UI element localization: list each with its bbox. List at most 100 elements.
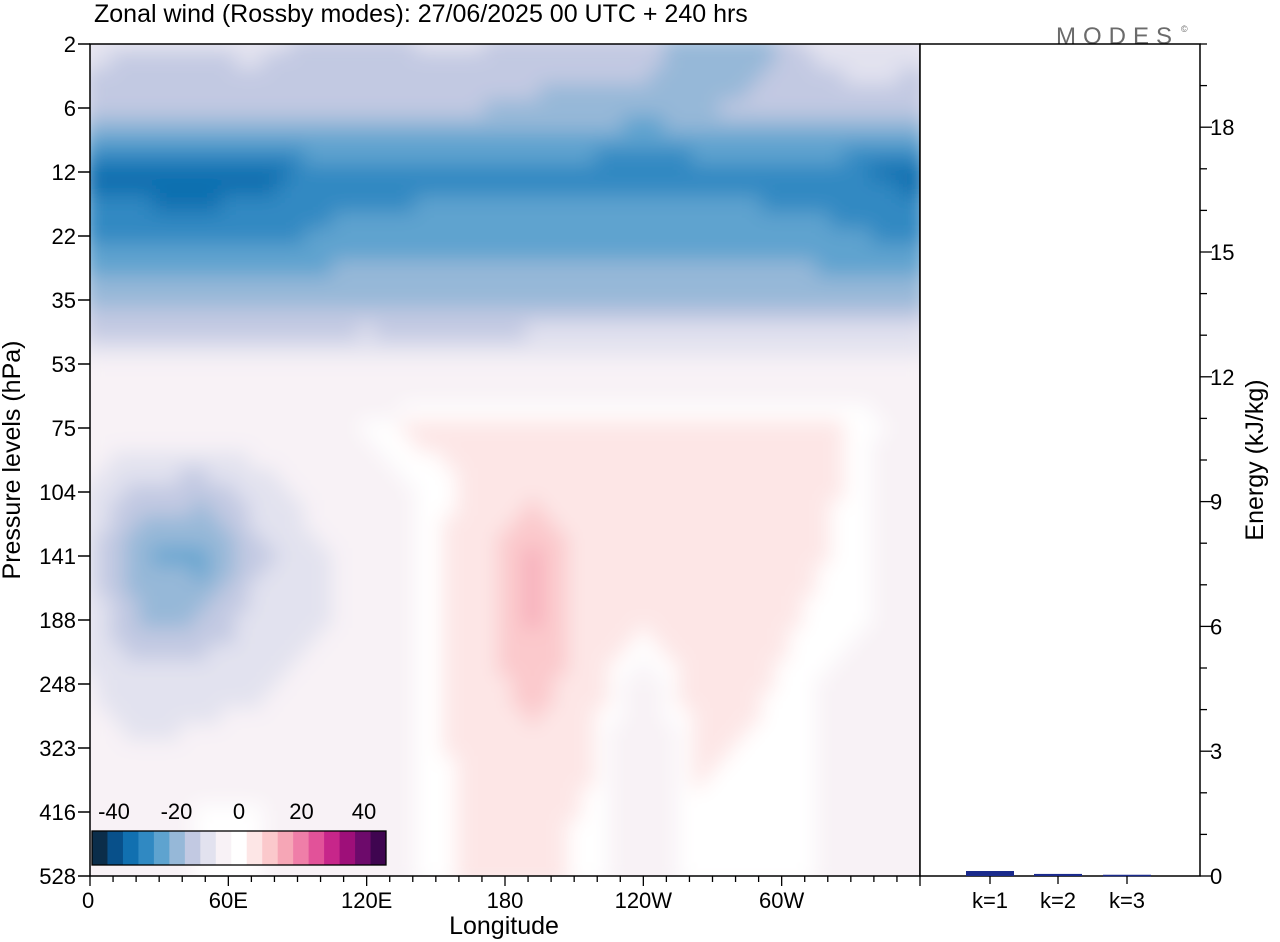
field-cell <box>843 420 859 437</box>
field-cell <box>235 740 251 757</box>
field-cell <box>359 100 375 117</box>
field-cell <box>608 516 624 533</box>
field-cell <box>622 836 638 853</box>
field-cell <box>179 324 195 341</box>
field-cell <box>816 100 832 117</box>
field-cell <box>498 452 513 469</box>
field-cell <box>857 740 873 757</box>
field-cell <box>442 244 458 261</box>
field-cell <box>442 148 458 165</box>
field-cell <box>719 580 735 597</box>
field-cell <box>567 276 583 293</box>
field-cell <box>788 740 804 757</box>
field-cell <box>539 276 555 293</box>
field-cell <box>90 484 98 501</box>
field-cell <box>899 644 915 661</box>
field-cell <box>428 532 444 549</box>
field-cell <box>816 500 832 517</box>
field-cell <box>90 404 98 421</box>
field-cell <box>622 612 638 629</box>
field-cell <box>318 116 334 133</box>
field-cell <box>193 148 209 165</box>
field-cell <box>511 660 527 677</box>
field-cell <box>511 196 527 213</box>
field-cell <box>816 756 832 773</box>
field-cell <box>539 724 555 741</box>
field-cell <box>788 580 804 597</box>
field-cell <box>719 564 735 581</box>
field-cell <box>415 100 430 117</box>
field-cell <box>401 612 417 629</box>
energy-tick-label: 0 <box>1210 864 1222 889</box>
field-cell <box>788 724 804 741</box>
field-cell <box>373 548 389 565</box>
field-cell <box>124 340 140 357</box>
field-cell <box>415 580 430 597</box>
field-cell <box>664 804 679 821</box>
field-cell <box>193 292 209 309</box>
field-cell <box>166 148 181 165</box>
field-cell <box>664 244 679 261</box>
field-cell <box>359 308 375 325</box>
field-cell <box>152 372 168 389</box>
field-cell <box>456 68 472 85</box>
field-cell <box>221 196 237 213</box>
field-cell <box>733 436 749 453</box>
field-cell <box>816 548 832 565</box>
field-cell <box>90 740 98 757</box>
field-cell <box>733 516 749 533</box>
field-cell <box>885 804 901 821</box>
field-cell <box>802 340 818 357</box>
field-cell <box>677 548 693 565</box>
field-cell <box>332 340 347 357</box>
field-cell <box>913 644 920 661</box>
field-cell <box>276 116 292 133</box>
field-cell <box>90 692 98 709</box>
field-cell <box>733 660 749 677</box>
field-cell <box>138 500 154 517</box>
field-cell <box>913 596 920 613</box>
field-cell <box>110 484 126 501</box>
field-cell <box>359 228 375 245</box>
field-cell <box>622 468 638 485</box>
field-cell <box>442 356 458 373</box>
field-cell <box>373 644 389 661</box>
field-cell <box>373 212 389 229</box>
field-cell <box>166 420 181 437</box>
field-cell <box>677 788 693 805</box>
field-cell <box>705 676 721 693</box>
field-cell <box>816 420 832 437</box>
field-cell <box>138 756 154 773</box>
field-cell <box>428 644 444 661</box>
field-cell <box>608 372 624 389</box>
field-cell <box>207 84 223 101</box>
field-cell <box>581 436 596 453</box>
field-cell <box>581 820 596 837</box>
field-cell <box>664 228 679 245</box>
field-cell <box>760 708 776 725</box>
field-cell <box>249 132 264 149</box>
field-cell <box>332 308 347 325</box>
field-cell <box>691 548 707 565</box>
field-cell <box>373 196 389 213</box>
field-cell <box>788 84 804 101</box>
field-cell <box>152 548 168 565</box>
field-cell <box>179 500 195 517</box>
field-cell <box>622 180 638 197</box>
field-cell <box>345 212 361 229</box>
field-cell <box>249 436 264 453</box>
field-cell <box>636 244 652 261</box>
field-cell <box>830 660 845 677</box>
field-cell <box>359 260 375 277</box>
field-cell <box>207 660 223 677</box>
field-cell <box>664 180 679 197</box>
field-cell <box>733 644 749 661</box>
field-cell <box>290 756 306 773</box>
field-cell <box>664 676 679 693</box>
field-cell <box>525 84 541 101</box>
field-cell <box>719 292 735 309</box>
field-cell <box>138 100 154 117</box>
field-cell <box>705 116 721 133</box>
field-cell <box>899 292 915 309</box>
field-cell <box>622 772 638 789</box>
